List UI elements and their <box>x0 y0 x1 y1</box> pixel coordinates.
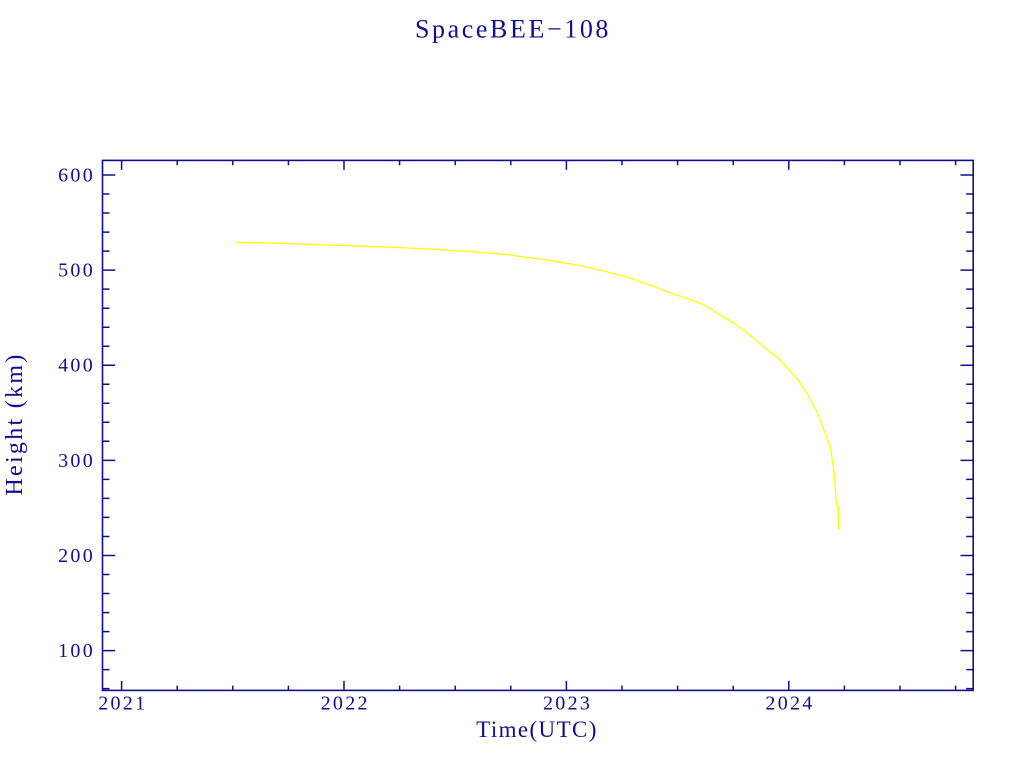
svg-text:2022: 2022 <box>321 693 370 715</box>
svg-text:400: 400 <box>58 355 95 377</box>
svg-text:Height (km): Height (km) <box>2 352 28 495</box>
svg-text:Time(UTC): Time(UTC) <box>476 717 598 742</box>
svg-text:2024: 2024 <box>765 693 814 715</box>
svg-text:200: 200 <box>58 545 95 567</box>
svg-text:2021: 2021 <box>98 693 147 715</box>
svg-text:500: 500 <box>58 260 95 282</box>
svg-text:100: 100 <box>58 640 95 662</box>
svg-text:600: 600 <box>58 165 95 187</box>
svg-text:300: 300 <box>58 450 95 472</box>
svg-text:2023: 2023 <box>543 693 592 715</box>
svg-text:SpaceBEE−108: SpaceBEE−108 <box>415 15 611 44</box>
